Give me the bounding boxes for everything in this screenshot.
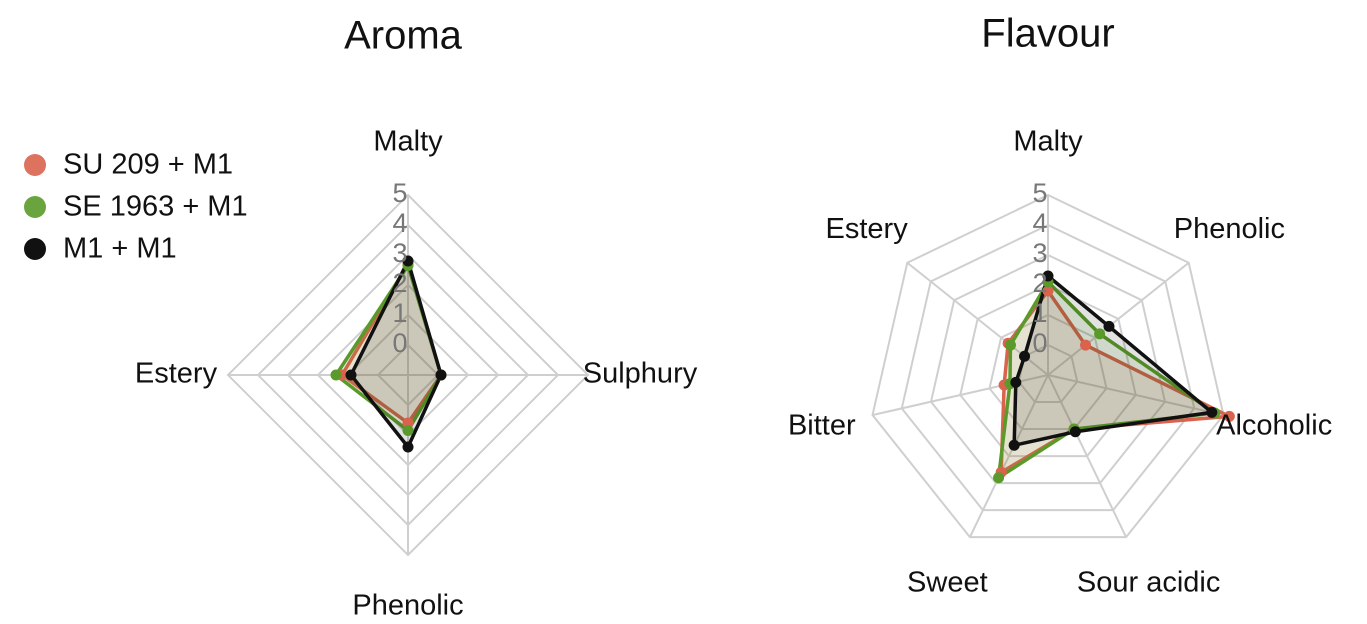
series-area bbox=[998, 282, 1215, 478]
r-tick-label: 0 bbox=[392, 328, 407, 358]
grid-ring bbox=[871, 193, 1225, 539]
data-point bbox=[1103, 320, 1115, 332]
grid-ring bbox=[900, 223, 1196, 512]
category-label: Phenolic bbox=[352, 590, 463, 619]
axis-spoke bbox=[1047, 374, 1224, 417]
legend-marker bbox=[24, 238, 46, 260]
r-tick-label: 2 bbox=[392, 268, 407, 298]
data-point bbox=[402, 425, 414, 436]
data-point bbox=[1004, 339, 1016, 351]
series-area bbox=[1001, 291, 1230, 473]
data-point bbox=[1010, 376, 1022, 388]
data-point bbox=[435, 369, 447, 381]
legend-label: SE 1963 + M1 bbox=[63, 191, 248, 223]
r-tick-label: 4 bbox=[392, 208, 407, 238]
axis-spoke bbox=[968, 374, 1049, 538]
data-point bbox=[402, 441, 414, 453]
r-tick-label: 3 bbox=[1032, 238, 1047, 268]
legend-label: SU 209 + M1 bbox=[63, 149, 233, 181]
data-point bbox=[1080, 339, 1092, 351]
r-tick-label: 5 bbox=[1032, 178, 1047, 208]
r-tick-label: 4 bbox=[1032, 208, 1047, 238]
category-label: Sour acidic bbox=[1077, 567, 1220, 599]
series-line bbox=[996, 280, 1217, 480]
data-point bbox=[1042, 270, 1054, 282]
r-tick-label: 1 bbox=[392, 298, 407, 328]
legend-label: M1 + M1 bbox=[63, 233, 177, 265]
category-label: Sweet bbox=[907, 567, 988, 599]
data-point bbox=[1008, 439, 1020, 451]
category-label: Phenolic bbox=[1174, 213, 1285, 245]
data-point bbox=[993, 472, 1005, 484]
legend-marker bbox=[24, 196, 46, 218]
chart-title: Flavour bbox=[981, 12, 1114, 56]
data-point bbox=[1223, 410, 1235, 422]
axis-spoke bbox=[1047, 261, 1190, 376]
category-label: Estery bbox=[826, 213, 909, 245]
category-label: Malty bbox=[1013, 126, 1083, 158]
r-tick-label: 1 bbox=[1032, 298, 1047, 328]
axis-spoke bbox=[1047, 374, 1128, 538]
data-point bbox=[1094, 328, 1106, 340]
data-point bbox=[345, 369, 357, 381]
data-point bbox=[1206, 406, 1218, 418]
grid-ring bbox=[988, 313, 1108, 431]
r-tick-label: 5 bbox=[392, 178, 407, 208]
r-tick-label: 0 bbox=[1032, 328, 1047, 358]
data-point bbox=[402, 255, 414, 267]
series-area bbox=[351, 261, 441, 447]
grid-ring bbox=[959, 283, 1137, 458]
category-label: Estery bbox=[135, 358, 218, 390]
grid-ring bbox=[929, 253, 1167, 485]
category-label: Alcoholic bbox=[1216, 409, 1332, 441]
data-point bbox=[1042, 285, 1054, 297]
series-area bbox=[1014, 276, 1212, 446]
series-area bbox=[342, 264, 441, 423]
r-tick-label: 2 bbox=[1032, 268, 1047, 298]
category-label: Bitter bbox=[788, 409, 856, 441]
category-label: Malty bbox=[373, 126, 443, 158]
chart-title: Aroma bbox=[344, 14, 463, 58]
data-point bbox=[1019, 350, 1031, 362]
category-label: Sulphury bbox=[583, 358, 698, 390]
data-point bbox=[330, 369, 342, 381]
data-point bbox=[1069, 426, 1081, 438]
legend-marker bbox=[24, 154, 46, 176]
r-tick-label: 3 bbox=[392, 238, 407, 268]
